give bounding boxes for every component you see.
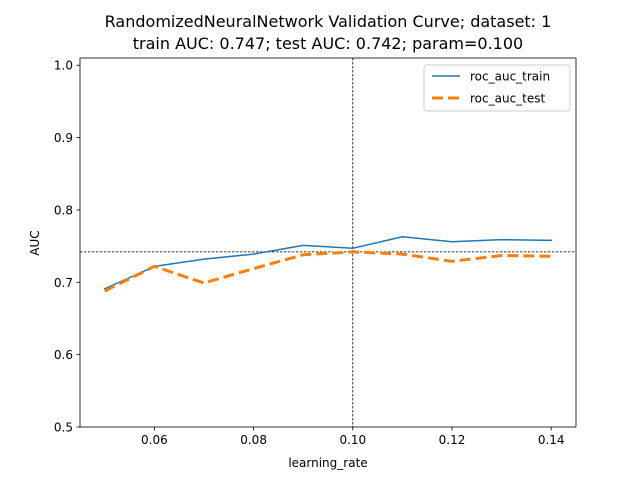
y-tick-label: 0.6 bbox=[54, 348, 73, 362]
series-line-roc-auc-test bbox=[104, 250, 552, 293]
series-line-roc-auc-train bbox=[103, 235, 552, 290]
y-axis-label: AUC bbox=[28, 230, 42, 255]
x-tick-label: 0.14 bbox=[538, 433, 565, 447]
y-tick-label: 0.9 bbox=[54, 131, 73, 145]
y-tick-label: 0.7 bbox=[54, 276, 73, 290]
x-tick-label: 0.10 bbox=[339, 433, 366, 447]
legend-label: roc_auc_test bbox=[470, 92, 546, 106]
legend-label: roc_auc_train bbox=[470, 70, 550, 84]
legend: roc_auc_train roc_auc_test bbox=[423, 64, 571, 112]
axes-frame bbox=[79, 57, 577, 428]
x-tick-label: 0.06 bbox=[141, 433, 168, 447]
x-tick-label: 0.12 bbox=[439, 433, 466, 447]
y-tick-label: 0.5 bbox=[54, 421, 73, 435]
y-tick-label: 1.0 bbox=[54, 59, 73, 73]
plot-area bbox=[80, 58, 576, 427]
legend-box bbox=[423, 64, 571, 112]
y-tick-label: 0.8 bbox=[54, 203, 73, 217]
x-tick-label: 0.08 bbox=[240, 433, 267, 447]
axes: 0.06 0.08 0.10 0.12 0.14 0.5 0.6 0.7 0.8 0.9 1.0 bbox=[54, 57, 577, 447]
chart-subtitle: train AUC: 0.747; test AUC: 0.742; param… bbox=[133, 34, 523, 53]
chart-title: RandomizedNeuralNetwork Validation Curve… bbox=[105, 12, 552, 31]
x-axis-label: learning_rate bbox=[288, 456, 367, 470]
